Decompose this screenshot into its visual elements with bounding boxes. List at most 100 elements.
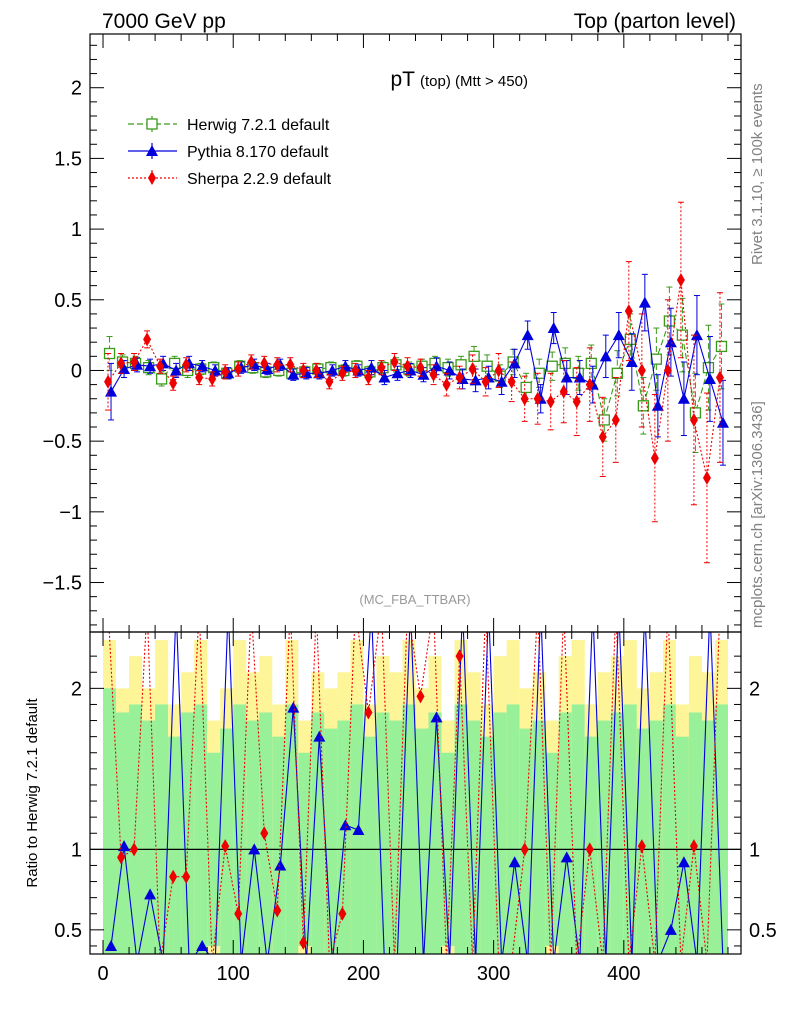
ratio-band-green: [688, 712, 702, 954]
herwig-point: [650, 353, 663, 365]
ratio-y-tick-label-left: 0.5: [54, 920, 82, 942]
sherpa-point: [520, 391, 529, 406]
pythia-point: [664, 923, 677, 935]
legend: Herwig 7.2.1 default Pythia 8.170 defaul…: [128, 116, 332, 188]
sherpa-point: [520, 842, 529, 857]
sherpa-point: [104, 374, 113, 389]
pythia-point: [664, 336, 677, 348]
sherpa-point: [559, 384, 568, 399]
ratio-band-green: [168, 736, 182, 954]
sherpa-point: [338, 906, 347, 921]
ratio-band-green: [428, 712, 442, 954]
sherpa-ratio-line: [108, 632, 720, 954]
sherpa-point: [494, 363, 503, 378]
x-tick-label: 100: [217, 963, 250, 985]
pythia-point: [170, 364, 183, 376]
ratio-y-tick-label-right: 0.5: [749, 920, 777, 942]
pythia-point: [612, 329, 625, 341]
herwig-point: [676, 329, 689, 341]
sherpa-point: [403, 359, 412, 374]
sherpa-point: [156, 359, 165, 374]
rivet-version-label: Rivet 3.1.10, ≥ 100k events: [749, 83, 766, 265]
pythia-point: [508, 856, 521, 868]
analysis-watermark: (MC_FBA_TTBAR): [359, 592, 470, 607]
herwig-point: [702, 361, 715, 374]
energy-label: 7000 GeV pp: [102, 10, 226, 33]
legend-label-pythia: Pythia 8.170 default: [187, 144, 329, 161]
sherpa-point: [546, 394, 555, 409]
plot-title-sub: (top) (Mtt > 450): [420, 73, 528, 90]
sherpa-point: [130, 842, 139, 857]
mcplots-citation-label: mcplots.cern.ch [arXiv:1306.3436]: [749, 401, 766, 628]
ratio-y-tick-label-right: 2: [749, 678, 760, 700]
sherpa-point: [442, 377, 451, 392]
sherpa-point: [689, 839, 698, 854]
pythia-point: [651, 399, 664, 411]
ratio-band-green: [649, 720, 663, 954]
sherpa-point: [390, 354, 399, 369]
sherpa-point: [169, 869, 178, 884]
sherpa-point: [533, 391, 542, 406]
sherpa-point: [650, 451, 659, 466]
pythia-point: [313, 730, 326, 742]
sherpa-point: [195, 370, 204, 385]
sherpa-point: [715, 370, 724, 385]
ratio-band-green: [506, 704, 520, 954]
sherpa-point: [325, 374, 334, 389]
sherpa-point: [468, 362, 477, 377]
sherpa-point: [429, 367, 438, 382]
herwig-point: [520, 381, 532, 394]
pythia-point: [703, 372, 716, 384]
ratio-band-green: [285, 704, 299, 954]
legend-label-sherpa: Sherpa 2.2.9 default: [187, 171, 332, 188]
pythia-point: [391, 367, 404, 379]
sherpa-point: [676, 272, 685, 287]
sherpa-point: [117, 850, 126, 865]
pythia-point: [339, 819, 352, 831]
main-y-tick-label: −1: [59, 502, 82, 524]
sherpa-point: [273, 903, 282, 918]
sherpa-point: [182, 869, 191, 884]
sherpa-point: [182, 357, 191, 372]
ratio-band-green: [532, 720, 546, 954]
sherpa-point: [364, 370, 373, 385]
x-tick-label: 300: [477, 963, 510, 985]
herwig-point: [585, 357, 597, 370]
sherpa-point: [234, 362, 243, 377]
sherpa-point: [351, 363, 360, 378]
herwig-point: [598, 414, 610, 426]
sherpa-point: [702, 470, 711, 485]
herwig-point: [468, 350, 480, 362]
sherpa-point: [416, 689, 425, 704]
sherpa-point: [598, 429, 607, 444]
x-tick-label: 0: [97, 963, 108, 985]
ratio-band-green: [610, 712, 624, 954]
herwig-point: [559, 357, 571, 370]
legend-label-herwig: Herwig 7.2.1 default: [187, 117, 330, 134]
ratio-band-green: [701, 720, 715, 954]
herwig-marker-icon: [146, 118, 158, 130]
main-y-tick-label: 0.5: [54, 290, 82, 312]
ratio-band-green: [376, 712, 390, 954]
pythia-point: [105, 385, 118, 397]
sherpa-point: [299, 935, 308, 950]
ratio-band-green: [623, 704, 637, 954]
ratio-band-green: [246, 720, 260, 954]
pythia-point: [352, 824, 365, 836]
ratio-band-green: [220, 728, 234, 954]
sherpa-point: [286, 357, 295, 372]
ratio-band-green: [467, 720, 481, 954]
herwig-point: [663, 315, 676, 327]
herwig-point: [546, 360, 558, 372]
sherpa-point: [481, 374, 490, 389]
ratio-band-green: [558, 712, 572, 954]
ratio-band-green: [454, 704, 468, 954]
ratio-band-green: [116, 712, 130, 954]
ratio-panel-ticks: 0.5 0.5 1 1 2 2 0 100 200 300 400: [54, 632, 777, 985]
pythia-point: [560, 851, 573, 863]
ratio-band-green: [155, 704, 169, 954]
pythia-point: [287, 701, 300, 713]
pythia-point: [599, 350, 612, 362]
sherpa-point: [663, 363, 672, 378]
